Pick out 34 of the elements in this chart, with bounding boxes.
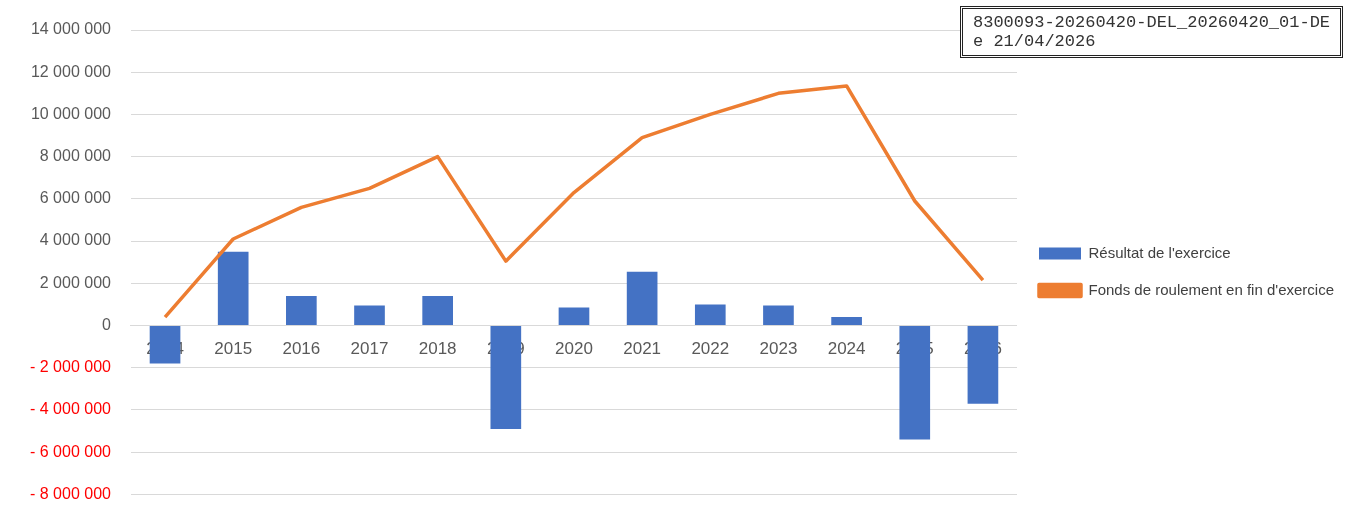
- y-tick-label: 4 000 000: [39, 231, 112, 249]
- bar: [558, 307, 590, 326]
- x-tick-label: 2022: [691, 339, 730, 359]
- x-tick-label: 2021: [623, 339, 662, 359]
- bar: [286, 295, 317, 326]
- annotation: 8300093-20260420-DEL_20260420_01-DE: [973, 13, 1331, 32]
- y-tick-label: 14 000 000: [30, 20, 112, 38]
- legend-label: Fonds de roulement en fin d'exercice: [1088, 280, 1335, 298]
- bar: [626, 271, 658, 326]
- x-tick-label: 2020: [555, 339, 593, 359]
- x-tick-label: 2023: [759, 339, 798, 359]
- x-tick-label: 2017: [350, 339, 389, 359]
- bar: [694, 304, 726, 326]
- legend-label: Résultat de l'exercice: [1088, 243, 1231, 261]
- y-tick-label: - 2 000 000: [30, 358, 112, 376]
- y-tick-label: 0: [102, 315, 112, 333]
- y-tick-label: 6 000 000: [39, 189, 112, 207]
- bar: [217, 251, 249, 326]
- y-tick-label: 12 000 000: [30, 62, 112, 80]
- y-tick-label: - 6 000 000: [30, 442, 112, 460]
- y-tick-label: 8 000 000: [39, 147, 112, 165]
- bar: [831, 317, 862, 326]
- bar: [354, 305, 385, 326]
- annotation: e 21/04/2026: [973, 32, 1097, 51]
- y-tick-label: 10 000 000: [30, 104, 112, 122]
- y-tick-label: 2 000 000: [39, 273, 112, 291]
- x-tick-label: 2018: [418, 339, 457, 359]
- x-tick-label: 2015: [214, 339, 253, 359]
- x-tick-label: 2016: [282, 339, 321, 359]
- x-tick-label: 2024: [827, 339, 866, 359]
- bar: [763, 305, 794, 326]
- bar: [422, 295, 453, 326]
- y-tick-label: - 4 000 000: [30, 400, 112, 418]
- y-tick-label: - 8 000 000: [30, 484, 112, 502]
